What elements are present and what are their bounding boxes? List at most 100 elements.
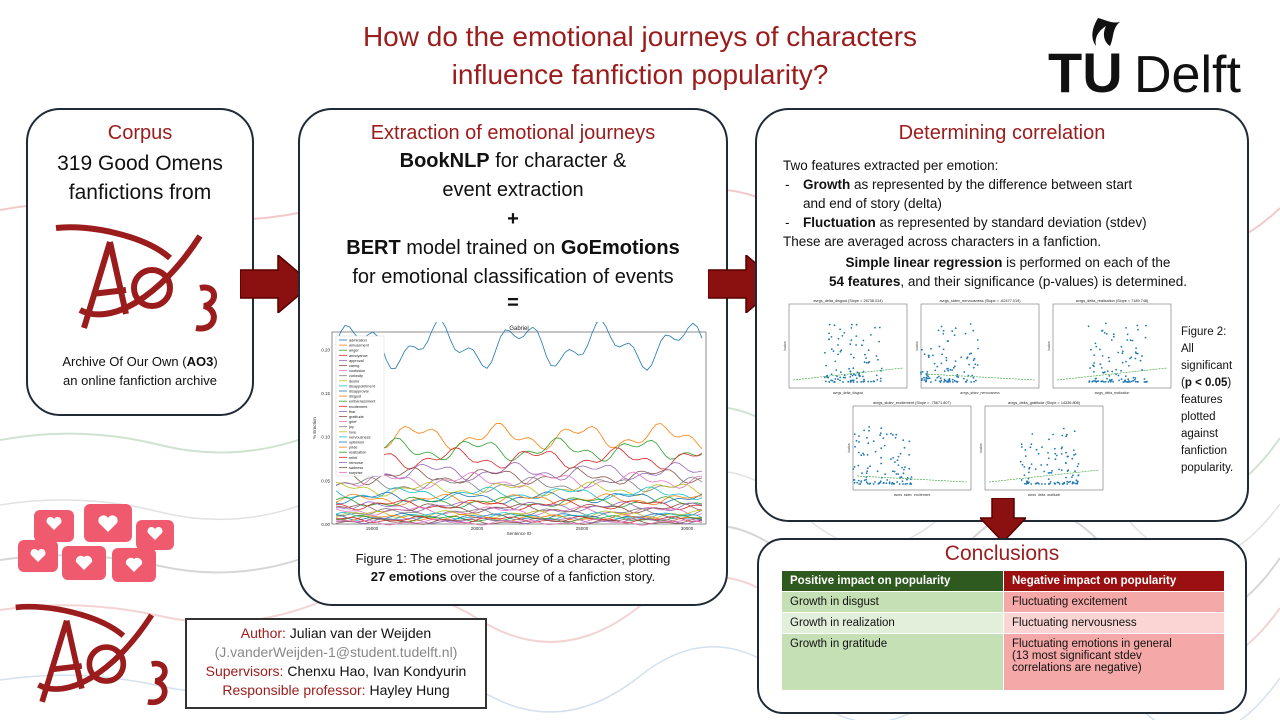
scatter-point (870, 334, 872, 336)
author-box: Author: Julian van der Weijden (J.vander… (185, 618, 487, 709)
scatter-point (1107, 380, 1110, 383)
scatter-point (847, 380, 850, 383)
scatter-point (1101, 355, 1104, 357)
scatter-point (1136, 324, 1139, 327)
scatter-point (1054, 452, 1057, 455)
scatter-point (1019, 460, 1022, 463)
scatter-point (953, 334, 956, 336)
scatter-point (860, 381, 863, 383)
table-cell-negative: Fluctuating excitement (1003, 591, 1225, 613)
scatter-point (901, 480, 904, 483)
conclusions-card: Conclusions Positive impact on popularit… (757, 538, 1247, 714)
series-line-caring (335, 466, 703, 486)
scatter-x-label: avrgs_delta_gratitude (1028, 493, 1061, 496)
scatter-point (1038, 483, 1040, 485)
bert-label: BERT (346, 237, 401, 259)
scatter-point (1040, 464, 1043, 466)
scatter-y-label: kudos (915, 341, 919, 350)
scatter-point (943, 381, 945, 383)
legend-item: fear (349, 410, 356, 414)
scatter-point (843, 374, 846, 377)
scatter-point (1106, 377, 1108, 380)
table-cell-positive: Growth in disgust (781, 591, 1004, 613)
scatter-point (849, 379, 852, 382)
scatter-point (863, 454, 865, 456)
fig2-line-5: features (1181, 394, 1223, 406)
scatter-point (1124, 380, 1127, 383)
scatter-point (938, 345, 941, 348)
legend-item: admiration (349, 339, 367, 343)
scatter-point (857, 464, 860, 467)
scatter-point (1127, 381, 1129, 383)
fig2-line-4-close: ) (1227, 377, 1232, 389)
scatter-point (1064, 462, 1067, 464)
scatter-point (834, 360, 837, 363)
scatter-point (837, 344, 839, 346)
extraction-card: Extraction of emotional journeys BookNLP… (298, 108, 728, 606)
scatter-point (879, 377, 882, 380)
scatter-panel (852, 405, 972, 491)
scatter-point (902, 439, 905, 442)
scatter-point (940, 379, 943, 382)
scatter-point (884, 473, 886, 476)
scatter-point (942, 348, 945, 351)
scatter-point (840, 349, 843, 352)
scatter-point (1047, 452, 1049, 454)
series-line-sadness (335, 517, 703, 525)
scatter-point (852, 367, 855, 370)
scatter-point (1041, 483, 1043, 485)
x-tick-label: 15000 (366, 526, 379, 531)
scatter-point (1122, 381, 1125, 383)
scatter-point (857, 479, 860, 482)
scatter-point (1108, 375, 1111, 377)
scatter-point (890, 432, 892, 435)
scatter-point (974, 363, 977, 366)
scatter-point (1069, 480, 1072, 483)
scatter-point (1120, 345, 1123, 348)
scatter-point (878, 326, 881, 329)
scatter-point (850, 339, 853, 342)
legend-item: optimism (349, 441, 364, 445)
scatter-point (863, 378, 865, 381)
legend-item: caring (349, 364, 359, 368)
scatter-point (879, 481, 881, 484)
scatter-point (872, 380, 875, 383)
col-positive-header: Positive impact on popularity (781, 570, 1004, 592)
professor-name: Hayley Hung (365, 682, 450, 698)
bullet-fluctuation: - Fluctuation as represented by standard … (785, 215, 1147, 230)
scatter-point (945, 356, 948, 359)
legend-item: remorse (349, 461, 363, 465)
scatter-point (973, 380, 975, 383)
scatter-point (906, 477, 909, 479)
extraction-text-3: model trained on (400, 237, 561, 259)
scatter-point (1099, 348, 1101, 351)
scatter-point (835, 369, 838, 371)
scatter-point (923, 379, 926, 381)
y-tick-label: 0.05 (321, 478, 330, 483)
legend-item: confusion (349, 369, 365, 373)
supervisors-line: Supervisors: Chenxu Hao, Ivan Kondyurin (187, 662, 485, 681)
scatter-point (937, 375, 940, 378)
scatter-point (1021, 463, 1024, 466)
scatter-point (1041, 446, 1043, 448)
scatter-point (866, 454, 869, 456)
scatter-point (840, 371, 842, 374)
author-label: Author: (240, 625, 286, 641)
scatter-point (909, 483, 911, 485)
extraction-line-3: BERT model trained on GoEmotions (300, 234, 726, 263)
scatter-point (890, 458, 892, 460)
col-negative-header: Negative impact on popularity (1003, 570, 1225, 592)
scatter-point (892, 470, 894, 473)
scatter-point (1121, 350, 1124, 353)
scatter-point (1131, 339, 1134, 342)
scatter-point (948, 378, 951, 380)
scatter-panel (1052, 303, 1172, 389)
scatter-point (941, 353, 943, 356)
series-line-amusement (335, 422, 703, 450)
scatter-point (854, 374, 857, 377)
scatter-point (1066, 470, 1069, 472)
scatter-point (951, 369, 953, 371)
scatter-point (906, 482, 908, 485)
fig2-line-6: plotted (1181, 411, 1216, 423)
scatter-point (927, 375, 930, 378)
